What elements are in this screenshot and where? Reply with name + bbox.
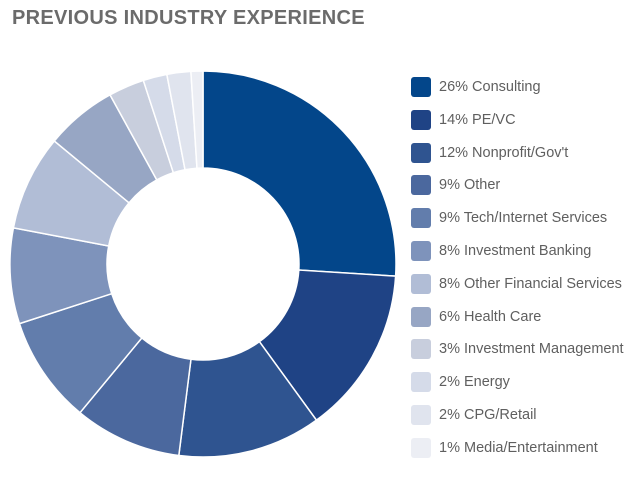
- legend-swatch: [411, 175, 431, 196]
- legend-swatch: [411, 404, 431, 425]
- legend-item: 6% Health Care: [411, 306, 624, 328]
- legend-item: 12% Nonprofit/Gov't: [411, 142, 624, 164]
- donut-chart: [9, 70, 397, 458]
- legend-label: 9% Tech/Internet Services: [439, 210, 608, 227]
- donut-slices: [9, 70, 397, 458]
- legend-label: 3% Investment Management: [439, 341, 624, 358]
- legend-label: 9% Other: [439, 177, 501, 194]
- legend-label: 2% CPG/Retail: [439, 406, 537, 423]
- legend-label: 14% PE/VC: [439, 111, 516, 128]
- legend-swatch: [411, 109, 431, 130]
- legend-label: 2% Energy: [439, 374, 510, 391]
- legend-label: 8% Investment Banking: [439, 242, 592, 259]
- legend-label: 8% Other Financial Services: [439, 275, 622, 292]
- legend-swatch: [411, 142, 431, 163]
- legend-label: 6% Health Care: [439, 308, 542, 325]
- legend-swatch: [411, 77, 431, 97]
- legend-item: 9% Other: [411, 174, 624, 196]
- legend-swatch: [411, 208, 431, 229]
- donut-slice-0: [202, 70, 397, 277]
- legend-item: 8% Investment Banking: [411, 240, 624, 262]
- legend-item: 1% Media/Entertainment: [411, 437, 624, 459]
- legend-swatch: [411, 372, 431, 393]
- legend-swatch: [411, 240, 431, 261]
- legend-swatch: [411, 339, 431, 360]
- legend-item: 8% Other Financial Services: [411, 273, 624, 295]
- legend-item: 9% Tech/Internet Services: [411, 207, 624, 229]
- legend-item: 3% Investment Management: [411, 338, 624, 360]
- legend-item: 26% Consulting: [411, 76, 624, 98]
- legend-label: 12% Nonprofit/Gov't: [439, 144, 569, 161]
- legend-swatch: [411, 273, 431, 294]
- legend-swatch: [411, 306, 431, 327]
- donut-slice-11: [190, 70, 204, 169]
- chart-title: PREVIOUS INDUSTRY EXPERIENCE: [12, 7, 365, 29]
- legend-label: 1% Media/Entertainment: [439, 439, 598, 456]
- legend-item: 2% CPG/Retail: [411, 404, 624, 426]
- legend-item: 2% Energy: [411, 371, 624, 393]
- legend-label: 26% Consulting: [439, 79, 541, 95]
- chart-legend: 26% Consulting 14% PE/VC 12% Nonprofit/Gov…: [411, 76, 624, 470]
- legend-item: 14% PE/VC: [411, 109, 624, 131]
- legend-swatch: [411, 437, 431, 458]
